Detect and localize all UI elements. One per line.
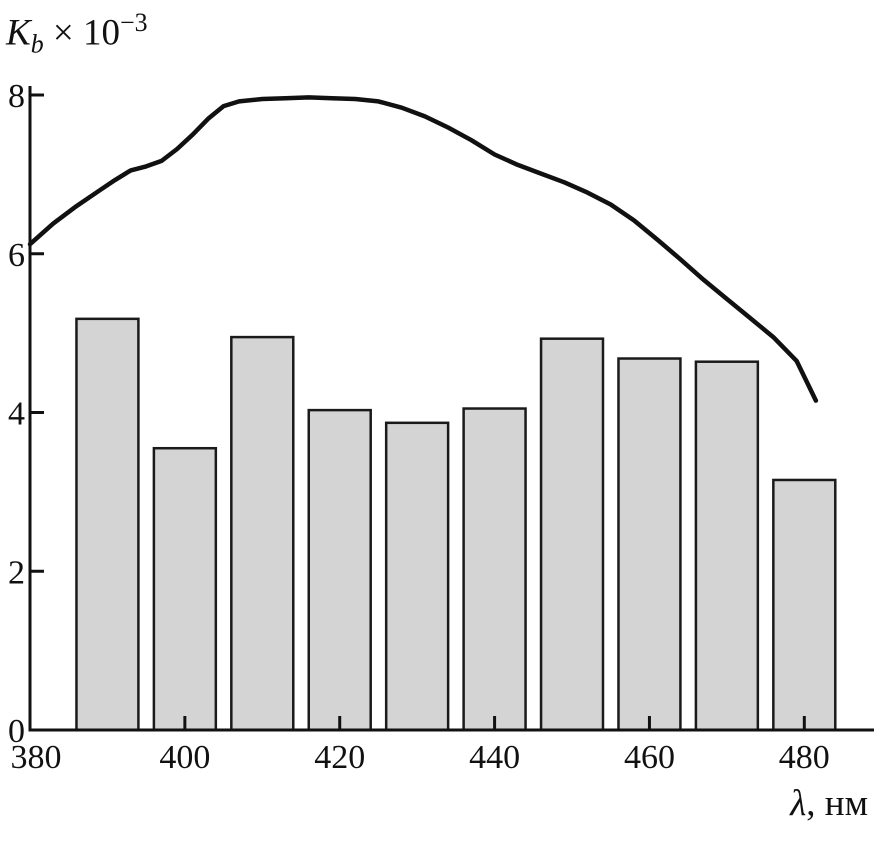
x-tick-label: 400 [159, 739, 210, 776]
bar-480nm [772, 478, 837, 732]
x-tick-label: 460 [624, 739, 675, 776]
y-axis-title: Kb × 10−3 [6, 8, 148, 60]
bar-400nm [152, 446, 218, 732]
y-tick-label: 0 [8, 713, 25, 750]
x-tick-label: 440 [469, 739, 520, 776]
x-axis-unit: , нм [806, 783, 868, 824]
y-axis-exponent: −3 [120, 8, 148, 37]
x-axis-title: λ, нм [790, 782, 868, 825]
y-axis-subscript: b [30, 29, 44, 59]
x-tick-label: 480 [779, 739, 830, 776]
x-tick-label: 420 [314, 739, 365, 776]
bar-440nm [462, 407, 527, 732]
bar-420nm [307, 408, 372, 732]
y-tick-label: 6 [8, 237, 25, 274]
x-axis-symbol: λ [790, 783, 807, 824]
y-axis-symbol: K [6, 12, 31, 54]
bar-430nm [384, 421, 450, 732]
y-axis-multiplier: × 10 [43, 12, 121, 54]
x-tick-label: 380 [11, 739, 62, 776]
bar-410nm [230, 335, 295, 732]
bar-450nm [539, 337, 605, 732]
bar-460nm [617, 357, 682, 732]
bar-470nm [694, 360, 760, 732]
y-tick-label: 4 [8, 396, 25, 433]
bar-390nm [75, 317, 140, 732]
spectral-curve [27, 95, 819, 403]
y-tick-label: 2 [8, 554, 25, 591]
y-tick-label: 8 [8, 78, 25, 115]
